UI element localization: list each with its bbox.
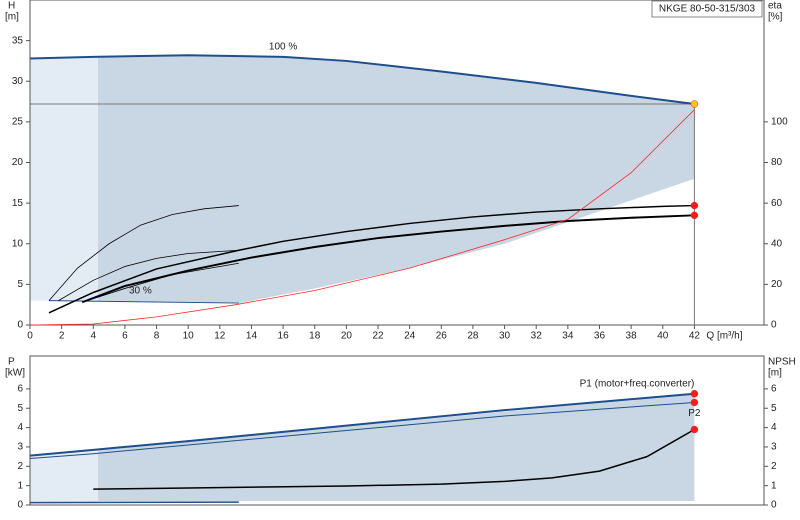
x-tick-label: 26 <box>436 331 448 342</box>
y2-tick-label: 3 <box>771 442 777 453</box>
y2-tick-label: 40 <box>771 238 783 249</box>
y-tick-label: 2 <box>17 461 23 472</box>
y-tick-label: 10 <box>12 238 24 249</box>
operating-point <box>690 100 699 108</box>
operating-point <box>690 211 699 220</box>
y2-axis-label: eta <box>768 1 782 12</box>
y2-tick-label: 20 <box>771 279 783 290</box>
x-tick-label: 42 <box>689 331 701 342</box>
y2-tick-label: 4 <box>771 422 777 433</box>
curve <box>93 428 695 490</box>
y-axis-label: P <box>8 357 15 368</box>
y2-tick-label: 0 <box>771 320 777 331</box>
x-tick-label: 32 <box>531 331 543 342</box>
x-tick-label: 18 <box>309 331 321 342</box>
x-tick-label: 14 <box>246 331 258 342</box>
operating-point <box>690 425 699 434</box>
y-tick-label: 5 <box>17 279 23 290</box>
curve-label: 100 % <box>269 42 297 53</box>
y2-tick-label: 60 <box>771 198 783 209</box>
curve-label: P2 <box>688 408 701 419</box>
y-tick-label: 1 <box>17 480 23 491</box>
chart-title: NKGE 80-50-315/303 <box>659 4 756 15</box>
x-tick-label: 38 <box>626 331 638 342</box>
operating-point <box>690 201 699 210</box>
operating-area <box>30 449 99 503</box>
x-tick-label: 2 <box>59 331 65 342</box>
curve <box>48 205 239 301</box>
x-tick-label: 36 <box>594 331 606 342</box>
plot-frame <box>29 355 765 506</box>
y2-tick-label: 2 <box>771 461 777 472</box>
curve <box>29 54 695 105</box>
operating-area <box>30 56 99 301</box>
curve <box>81 214 695 304</box>
x-tick-label: 40 <box>657 331 669 342</box>
x-tick-label: 28 <box>467 331 479 342</box>
curve-label: 30 % <box>129 285 152 296</box>
y-tick-label: 15 <box>12 198 24 209</box>
curve <box>29 501 239 504</box>
y2-axis-unit: [%] <box>768 12 783 23</box>
curve-label: P1 (motor+freq.converter) <box>580 378 695 389</box>
y2-tick-label: 6 <box>771 384 777 395</box>
y-axis-unit: [kW] <box>5 368 25 379</box>
x-tick-label: 10 <box>183 331 195 342</box>
y-tick-label: 35 <box>12 35 24 46</box>
x-tick-label: 4 <box>90 331 96 342</box>
curve <box>48 300 239 304</box>
y2-axis-unit: [m] <box>768 368 782 379</box>
y2-tick-label: 100 <box>771 117 788 128</box>
y-axis-label: H <box>8 1 15 12</box>
y-tick-label: 0 <box>17 320 23 331</box>
x-axis-label: Q [m³/h] <box>706 331 742 342</box>
y-tick-label: 25 <box>12 117 24 128</box>
operating-area <box>98 55 695 304</box>
x-tick-label: 24 <box>404 331 416 342</box>
y2-axis-label: NPSH <box>768 357 796 368</box>
y-tick-label: 4 <box>17 422 23 433</box>
curve <box>29 401 695 460</box>
x-tick-label: 34 <box>562 331 574 342</box>
y2-tick-label: 5 <box>771 403 777 414</box>
y-tick-label: 0 <box>17 500 23 511</box>
title-box <box>651 0 763 18</box>
operating-area <box>98 393 695 502</box>
y-tick-label: 5 <box>17 403 23 414</box>
curve <box>29 109 695 326</box>
x-tick-label: 16 <box>278 331 290 342</box>
y2-tick-label: 80 <box>771 157 783 168</box>
curve <box>58 249 239 301</box>
curve <box>82 262 239 303</box>
x-tick-label: 8 <box>154 331 160 342</box>
x-tick-label: 0 <box>27 331 33 342</box>
y2-tick-label: 1 <box>771 480 777 491</box>
x-tick-label: 12 <box>214 331 226 342</box>
y-tick-label: 3 <box>17 442 23 453</box>
x-tick-label: 30 <box>499 331 511 342</box>
y-axis-unit: [m] <box>5 12 19 23</box>
y-tick-label: 6 <box>17 384 23 395</box>
curve <box>48 204 695 314</box>
x-tick-label: 22 <box>372 331 384 342</box>
curve <box>29 392 695 457</box>
y-tick-label: 30 <box>12 76 24 87</box>
operating-point <box>690 389 699 398</box>
y2-tick-label: 0 <box>771 500 777 511</box>
y-tick-label: 20 <box>12 157 24 168</box>
x-tick-label: 6 <box>122 331 128 342</box>
operating-point <box>690 398 699 407</box>
x-tick-label: 20 <box>341 331 353 342</box>
